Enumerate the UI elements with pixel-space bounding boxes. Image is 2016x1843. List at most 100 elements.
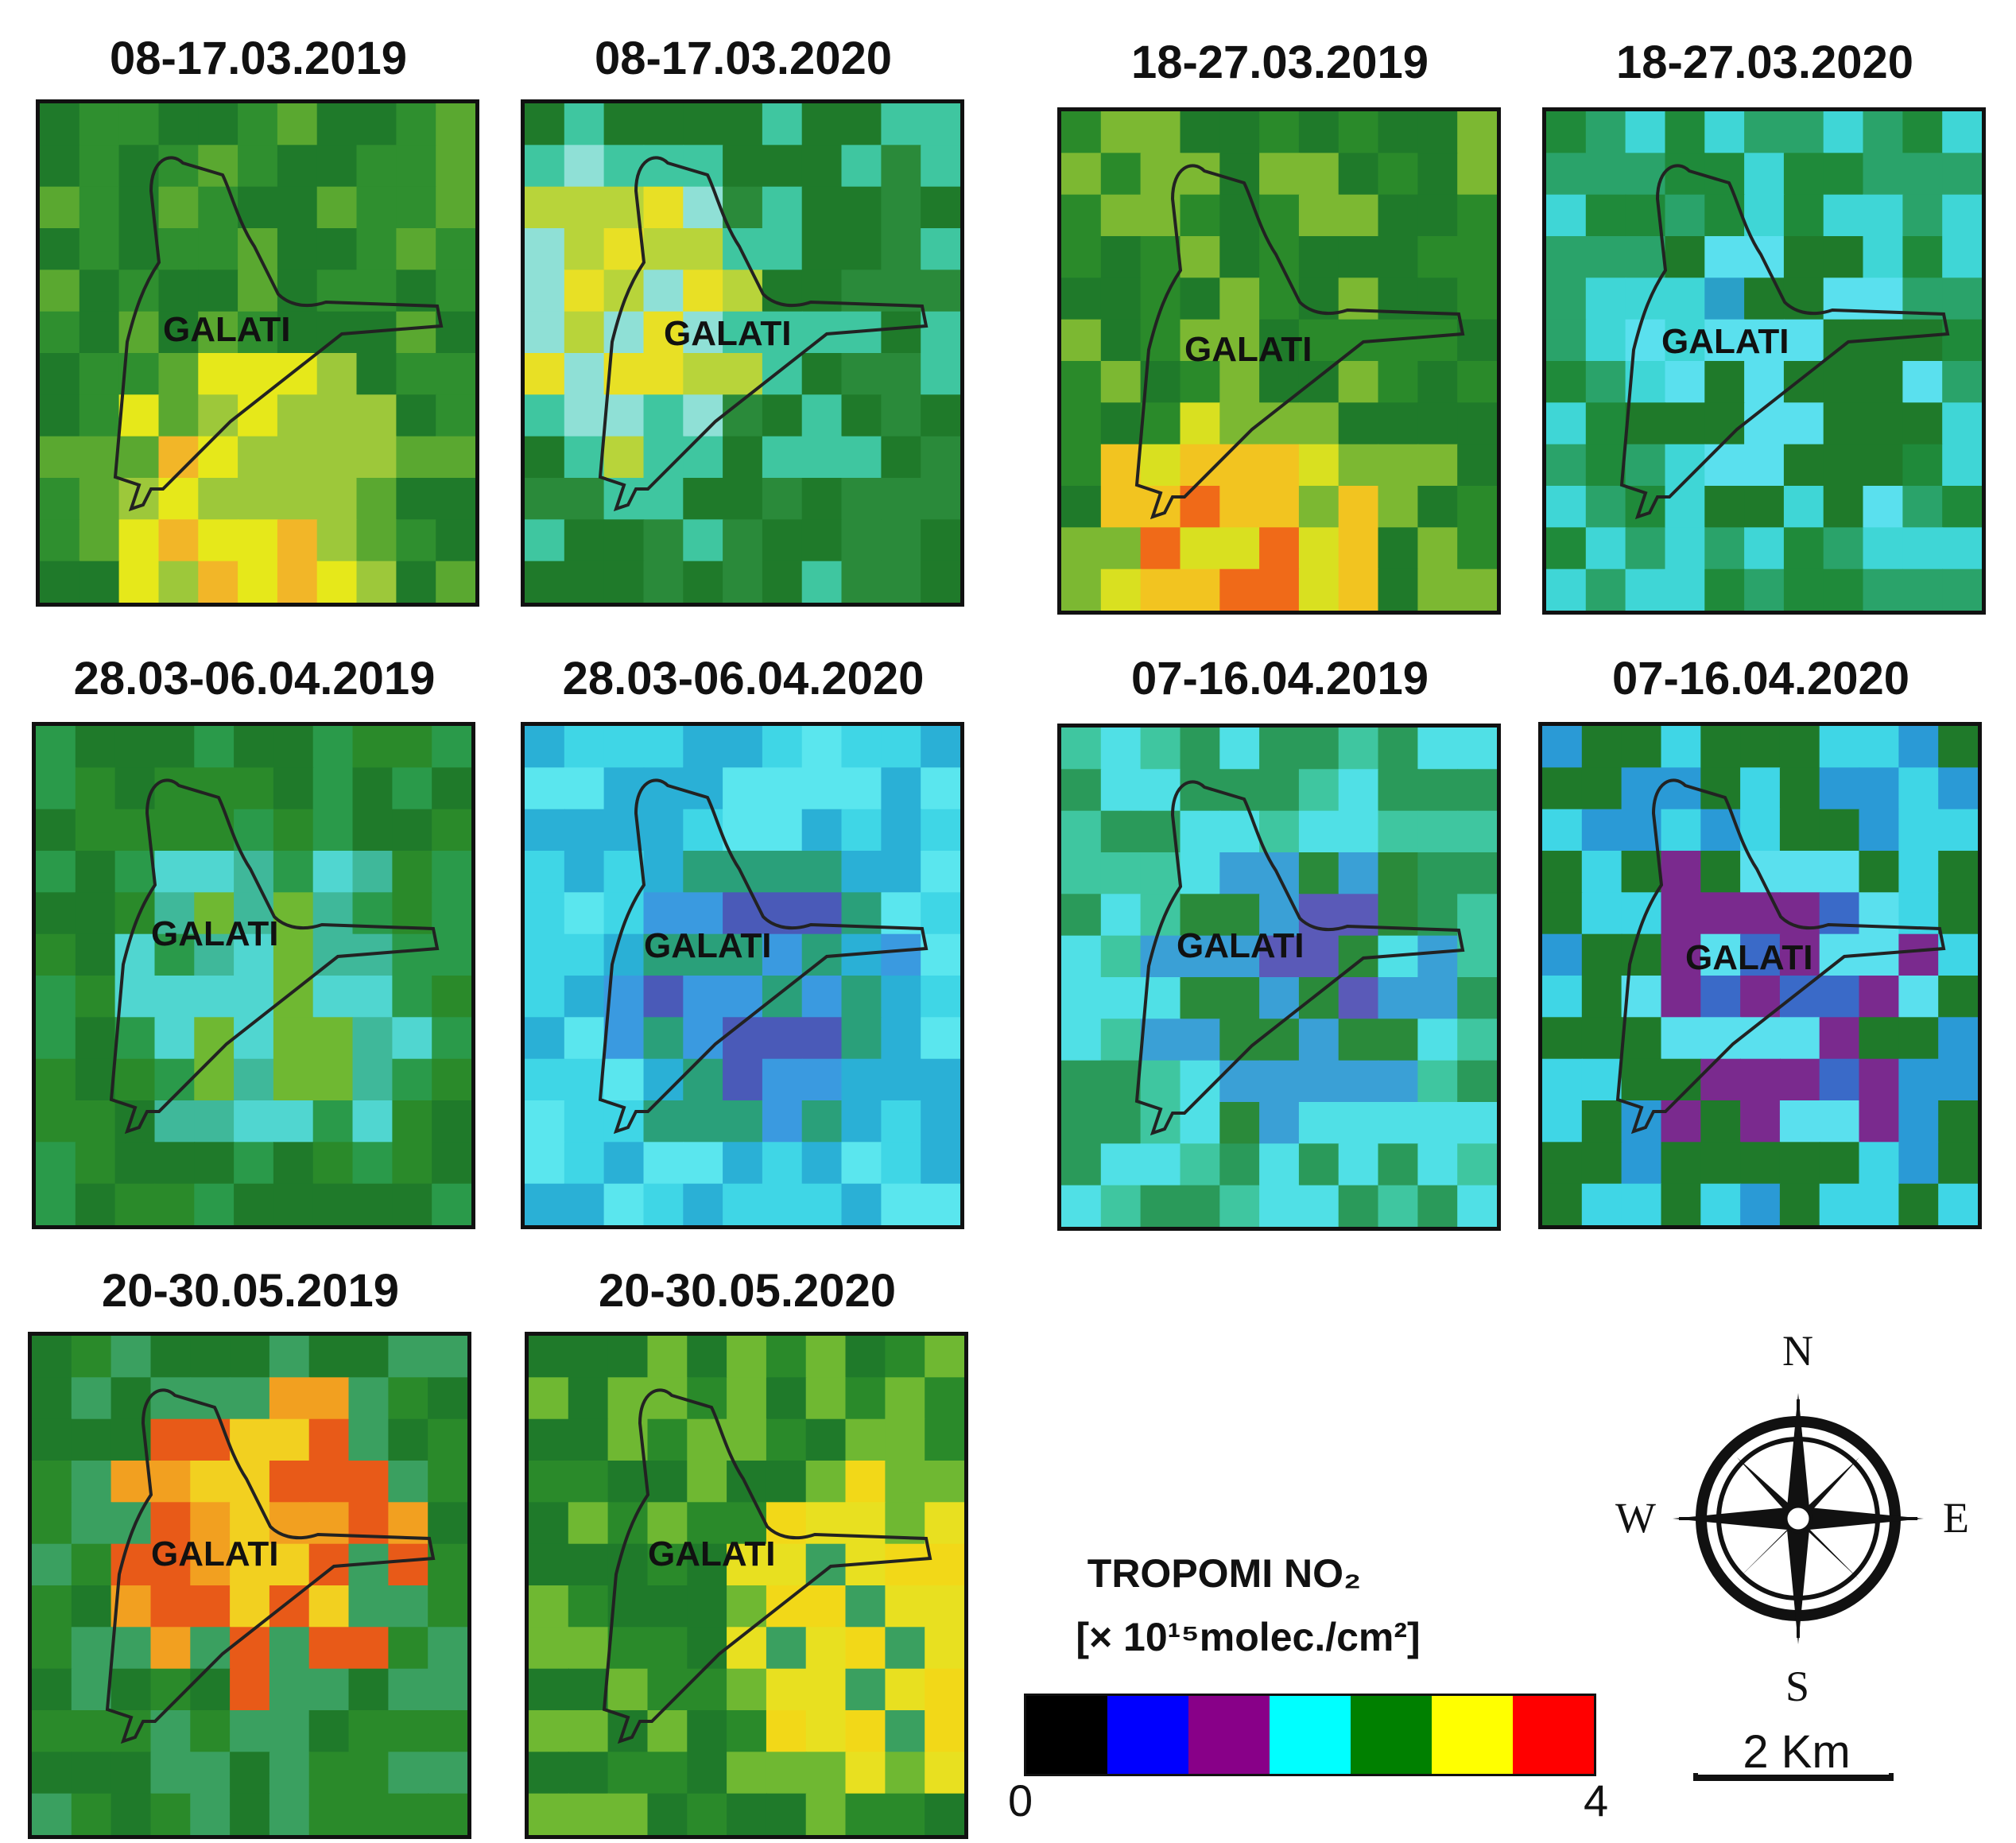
no2-pixel (925, 1336, 964, 1379)
no2-pixel (603, 311, 645, 354)
no2-pixel (1180, 1102, 1221, 1145)
no2-pixel (1140, 728, 1181, 770)
no2-pixel (1417, 236, 1459, 279)
no2-pixel (1938, 809, 1978, 852)
no2-pixel (723, 1100, 763, 1143)
no2-pixel (75, 1183, 116, 1225)
no2-pixel (1417, 361, 1459, 404)
no2-pixel (525, 933, 565, 976)
no2-pixel (238, 103, 278, 146)
no2-pixel (396, 478, 437, 521)
no2-pixel (1180, 568, 1221, 611)
no2-pixel (1061, 1143, 1102, 1186)
no2-pixel (845, 1418, 886, 1461)
no2-pixel (762, 103, 803, 146)
no2-pixel (1783, 319, 1824, 362)
no2-pixel (683, 809, 724, 852)
no2-pixel (841, 186, 882, 229)
no2-pixel (1661, 1142, 1702, 1185)
no2-pixel (1100, 1018, 1142, 1061)
no2-pixel (1457, 894, 1497, 937)
no2-pixel (1704, 486, 1746, 529)
no2-pixel (1859, 1017, 1900, 1060)
no2-pixel (356, 353, 397, 396)
no2-pixel (1546, 527, 1587, 570)
no2-pixel (356, 228, 397, 271)
no2-pixel (40, 353, 80, 396)
no2-pixel (1863, 153, 1904, 196)
no2-pixel (564, 145, 605, 188)
no2-pixel (921, 1058, 960, 1101)
no2-pixel (312, 851, 354, 894)
no2-pixel (881, 353, 922, 396)
no2-pixel (881, 478, 922, 521)
no2-pixel (647, 1543, 688, 1586)
no2-pixel (647, 1502, 688, 1545)
no2-pixel (348, 1793, 390, 1835)
no2-pixel (643, 228, 684, 271)
no2-pixel (1219, 769, 1261, 812)
no2-pixel (1863, 111, 1904, 154)
no2-pixel (230, 1377, 270, 1420)
no2-pixel (432, 1017, 471, 1060)
panel-4: 28.03-06.04.2019 GALATI (32, 652, 477, 1229)
no2-pixel (150, 1793, 192, 1835)
no2-pixel (1902, 319, 1944, 362)
no2-pixel (1621, 1183, 1662, 1225)
no2-pixel (1744, 527, 1785, 570)
no2-pixel (273, 1100, 314, 1143)
no2-pixel (529, 1377, 569, 1420)
no2-pixel (114, 1142, 156, 1185)
no2-pixel (885, 1752, 926, 1794)
no2-pixel (436, 145, 475, 188)
no2-pixel (110, 1627, 152, 1670)
no2-pixel (1661, 933, 1702, 976)
no2-pixel (436, 394, 475, 437)
no2-pixel (356, 394, 397, 437)
no2-pixel (277, 186, 318, 229)
no2-pixel (118, 561, 160, 603)
no2-pixel (1581, 851, 1622, 894)
no2-pixel (564, 1100, 605, 1143)
no2-pixel (1819, 767, 1860, 810)
no2-pixel (529, 1336, 569, 1379)
no2-pixel (805, 1752, 847, 1794)
no2-pixel (607, 1668, 649, 1711)
no2-pixel (805, 1793, 847, 1835)
no2-pixel (71, 1336, 112, 1379)
no2-pixel (1625, 444, 1666, 487)
no2-pixel (603, 103, 645, 146)
no2-pixel (1259, 894, 1300, 937)
no2-pixel (1546, 111, 1587, 154)
no2-pixel (762, 228, 803, 271)
no2-pixel (683, 1142, 724, 1185)
no2-pixel (1546, 236, 1587, 279)
no2-pixel (150, 1543, 192, 1586)
city-label: GALATI (1184, 330, 1312, 369)
no2-pixel (32, 1710, 72, 1753)
no2-pixel (1219, 153, 1261, 196)
panel-3: 18-27.03.2020 GALATI (1542, 36, 1987, 615)
no2-pixel (352, 767, 394, 810)
no2-pixel (1542, 809, 1583, 852)
no2-pixel (432, 1058, 471, 1101)
no2-pixel (1542, 1017, 1583, 1060)
no2-pixel (1338, 1018, 1379, 1061)
no2-pixel (1378, 1060, 1419, 1103)
no2-pixel (529, 1543, 569, 1586)
no2-pixel (683, 1017, 724, 1060)
panel-7: 07-16.04.2020 GALATI (1538, 652, 1983, 1229)
no2-pixel (643, 1017, 684, 1060)
no2-pixel (885, 1336, 926, 1379)
no2-pixel (1779, 726, 1820, 769)
no2-pixel (643, 394, 684, 437)
no2-pixel (1338, 852, 1379, 895)
no2-pixel (881, 933, 922, 976)
no2-pixel (925, 1668, 964, 1711)
no2-pixel (525, 726, 565, 769)
no2-pixel (1061, 894, 1102, 937)
no2-pixel (921, 726, 960, 769)
no2-pixel (683, 976, 724, 1018)
no2-pixel (683, 561, 724, 603)
no2-pixel (273, 1142, 314, 1185)
